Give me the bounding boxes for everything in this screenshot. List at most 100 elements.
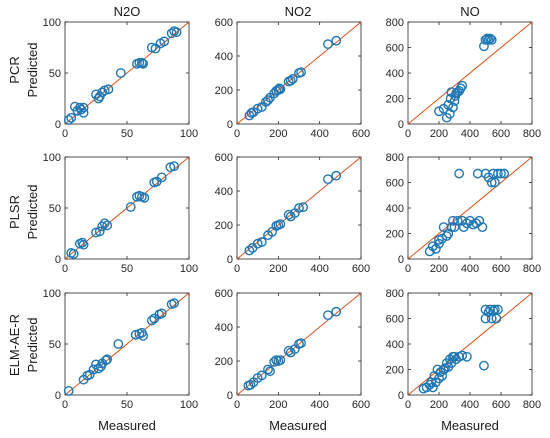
x-tick-label: 400 [461, 263, 479, 275]
data-point-pcr-n2o [136, 57, 147, 68]
panel-pcr-no: 0 200 400 600 800 0 200 400 600 800 [386, 17, 542, 140]
data-point-plsr-n2o [102, 220, 113, 231]
data-point-elm-ae-r-no [491, 313, 502, 324]
panel-elm-ae-r-n2o: 0 50 100 0 50 100 [43, 288, 199, 411]
x-tick-label: 200 [430, 128, 448, 140]
data-point-plsr-no [492, 168, 503, 179]
y-tick-label: 50 [49, 339, 61, 351]
x-tick-label: 600 [352, 263, 370, 275]
x-tick-label: 0 [62, 399, 68, 411]
data-point-plsr-n2o [78, 239, 89, 250]
data-point-pcr-no [485, 33, 496, 44]
x-tick-label: 0 [234, 399, 240, 411]
x-tick-label: 400 [310, 399, 328, 411]
data-point-elm-ae-r-no [457, 350, 468, 361]
x-tick-label: 400 [310, 263, 328, 275]
data-point-elm-ae-r-no2 [275, 355, 286, 366]
row-label-pcr: PCR [7, 56, 22, 83]
data-point-plsr-no [424, 246, 435, 257]
x-tick-label: 200 [269, 399, 287, 411]
y-tick-label: 0 [227, 119, 233, 131]
identity-line-elm-ae-r-no [407, 292, 533, 396]
y-tick-label: 100 [43, 288, 61, 300]
panel-elm-ae-r-no2: 0 200 400 600 0 200 400 600 [215, 288, 371, 411]
data-point-plsr-no [430, 243, 441, 254]
x-tick-label: 600 [492, 128, 510, 140]
y-tick-label: 0 [55, 254, 61, 266]
data-point-pcr-n2o [63, 115, 74, 125]
data-point-plsr-no2 [283, 209, 294, 220]
x-tick-label: 200 [269, 128, 287, 140]
data-point-pcr-no [448, 102, 458, 113]
x-tick-label: 200 [430, 263, 448, 275]
row-label-elm-ae-r: ELM-AE-R [7, 314, 22, 376]
data-point-plsr-no2 [323, 174, 333, 185]
data-point-plsr-no2 [275, 219, 286, 230]
y-tick-label: 400 [215, 186, 233, 198]
y-tick-label: 50 [49, 203, 61, 215]
data-point-elm-ae-r-n2o [156, 308, 167, 319]
data-point-plsr-n2o [169, 161, 180, 172]
x-tick-label: 400 [310, 128, 328, 140]
data-point-elm-ae-r-no2 [283, 345, 294, 356]
data-point-pcr-n2o [115, 68, 126, 78]
data-point-pcr-no2 [275, 84, 286, 95]
panel-plsr-no2: 0 200 400 600 0 200 400 600 [215, 152, 371, 275]
data-point-plsr-no [437, 233, 447, 244]
y-tick-label: 600 [386, 43, 404, 55]
y-tick-label: 400 [386, 68, 404, 80]
data-point-pcr-n2o [166, 28, 177, 39]
data-point-pcr-no [454, 85, 465, 96]
x-tick-label: 0 [234, 263, 240, 275]
data-point-pcr-no [480, 34, 491, 45]
column-title-no: NO [460, 4, 480, 19]
data-point-pcr-n2o [103, 84, 114, 95]
data-point-pcr-no2 [296, 67, 306, 78]
y-tick-label: 600 [215, 17, 233, 29]
x-tick-label: 400 [461, 399, 479, 411]
data-point-elm-ae-r-no2 [245, 379, 256, 390]
x-tick-label: 100 [180, 128, 198, 140]
data-point-pcr-no [486, 34, 497, 45]
x-tick-label: 600 [352, 128, 370, 140]
y-tick-label: 600 [386, 178, 404, 190]
x-tick-label: 50 [121, 128, 133, 140]
data-point-pcr-no [482, 33, 492, 44]
panel-plsr-n2o: 0 50 100 0 50 100 [43, 152, 199, 275]
data-point-plsr-n2o [94, 226, 105, 237]
data-point-plsr-n2o [125, 202, 136, 212]
data-point-plsr-n2o [97, 221, 108, 232]
y-tick-label: 100 [43, 17, 61, 29]
data-point-plsr-no2 [256, 237, 267, 247]
y-tick-label: 200 [215, 85, 233, 97]
data-point-elm-ae-r-no2 [296, 338, 306, 349]
row-label-pcr-ylabel: Predicted [25, 43, 40, 98]
data-point-pcr-no2 [287, 74, 298, 84]
panels-group: 0 50 100 0 50 100 0 200 400 600 0 200 400 600 0 200 400 6… [43, 17, 542, 411]
identity-line-elm-ae-r-n2o [64, 292, 190, 396]
data-point-plsr-no [427, 241, 438, 252]
x-tick-label: 0 [62, 263, 68, 275]
data-point-elm-ae-r-no2 [263, 364, 273, 375]
data-point-plsr-no [441, 231, 452, 241]
data-point-pcr-n2o [150, 43, 161, 54]
data-point-plsr-no [477, 222, 488, 233]
y-tick-label: 800 [386, 17, 404, 29]
data-point-plsr-n2o [156, 172, 167, 183]
x-axis-label-no: Measured [441, 418, 499, 433]
data-point-pcr-no2 [263, 95, 273, 106]
x-tick-label: 0 [405, 399, 411, 411]
data-point-plsr-no [454, 168, 465, 179]
data-point-pcr-no [483, 34, 494, 45]
column-title-no2: NO2 [285, 4, 312, 19]
y-tick-label: 400 [386, 203, 404, 215]
data-point-elm-ae-r-no [434, 373, 444, 384]
row-label-plsr-ylabel: Predicted [25, 185, 40, 240]
x-tick-label: 200 [430, 399, 448, 411]
data-point-elm-ae-r-n2o [146, 315, 157, 326]
data-point-elm-ae-r-n2o [102, 354, 113, 365]
panel-plsr-no: 0 200 400 600 800 0 200 400 600 800 [386, 152, 542, 275]
x-tick-label: 800 [523, 263, 541, 275]
data-point-plsr-no [452, 215, 463, 226]
data-point-pcr-n2o [66, 112, 77, 123]
